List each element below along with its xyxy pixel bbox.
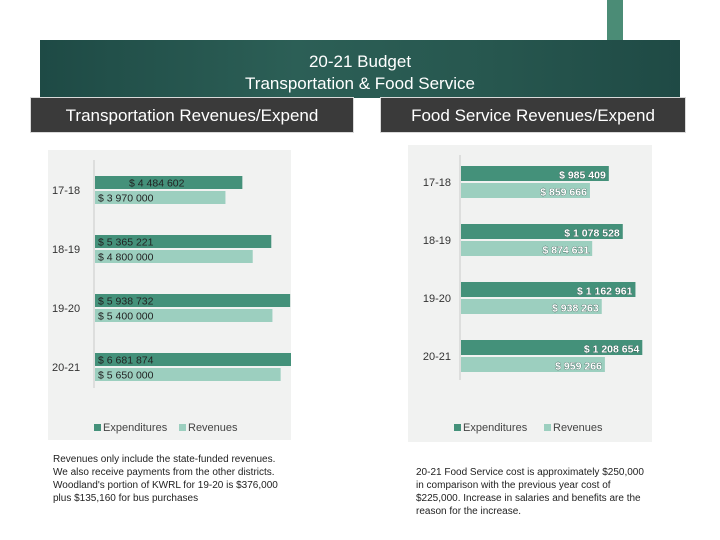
expenditure-bar [95, 353, 291, 366]
category-label: 18-19 [52, 244, 80, 256]
category-label: 17-18 [423, 177, 451, 189]
transport-panel-title: Transportation Revenues/Expend [30, 97, 354, 133]
revenue-bar [95, 191, 226, 204]
expenditure-bar [95, 235, 272, 248]
expenditure-bar [461, 340, 643, 355]
data-label: $ 5 400 000 [98, 311, 154, 323]
category-label: 18-19 [423, 235, 451, 247]
legend-swatch [94, 424, 101, 431]
category-label: 20-21 [423, 351, 451, 363]
data-label: $ 874 631 [542, 245, 589, 257]
legend-entry: Revenues [553, 422, 603, 434]
data-label: $ 4 800 000 [98, 252, 154, 264]
revenue-bar [461, 357, 605, 372]
legend-swatch [544, 424, 551, 431]
transport-note: Revenues only include the state-funded r… [53, 454, 278, 504]
data-label: $ 5 365 221 [98, 237, 154, 249]
chart-svg: 17-18 $ 4 484 602 $ 3 970 000 18-19 $ 5 365 … [48, 150, 291, 440]
revenue-bar [461, 241, 593, 256]
category-label: 20-21 [52, 362, 80, 374]
expenditure-bar [95, 294, 291, 307]
data-label: $ 959 266 [555, 361, 602, 373]
category-label: 17-18 [52, 185, 80, 197]
data-label: $ 3 970 000 [98, 193, 154, 205]
revenue-bar [95, 309, 273, 322]
legend-swatch [179, 424, 186, 431]
revenue-bar [461, 183, 590, 198]
legend-entry: Expenditures [463, 422, 528, 434]
data-label: $ 4 484 602 [129, 178, 185, 190]
expenditure-bar [461, 282, 636, 297]
food-panel-title: Food Service Revenues/Expend [380, 97, 686, 133]
revenue-bar [95, 368, 281, 381]
data-label: $ 5 650 000 [98, 370, 154, 382]
category-label: 19-20 [423, 293, 451, 305]
legend-entry: Expenditures [103, 422, 168, 434]
legend-swatch [454, 424, 461, 431]
data-label: $ 938 263 [552, 303, 599, 315]
transport-chart: 17-18 $ 4 484 602 $ 3 970 000 18-19 $ 5 365 … [48, 150, 291, 440]
decorative-accent-bar [607, 0, 623, 40]
food-chart: 17-18 $ 985 409 $ 859 666 18-19 $ 1 078 528 $… [408, 145, 652, 442]
legend-entry: Revenues [188, 422, 238, 434]
food-note: 20-21 Food Service cost is approximately… [416, 467, 644, 517]
page-subtitle: Transportation & Food Service [245, 74, 475, 93]
title-banner: 20-21 Budget Transportation & Food Servi… [40, 40, 680, 98]
data-label: $ 859 666 [540, 187, 587, 199]
data-label: $ 6 681 874 [98, 355, 154, 367]
revenue-bar [95, 250, 253, 263]
category-label: 19-20 [52, 303, 80, 315]
expenditure-bar [461, 224, 623, 239]
data-label: $ 1 162 961 [577, 286, 633, 298]
expenditure-bar [461, 166, 609, 181]
data-label: $ 985 409 [559, 170, 606, 182]
data-label: $ 1 078 528 [564, 228, 620, 240]
expenditure-bar [95, 176, 243, 189]
revenue-bar [461, 299, 602, 314]
data-label: $ 5 938 732 [98, 296, 154, 308]
chart-svg: 17-18 $ 985 409 $ 859 666 18-19 $ 1 078 528 $… [408, 145, 652, 442]
page-title: 20-21 Budget [308, 52, 412, 71]
data-label: $ 1 208 654 [584, 344, 640, 356]
